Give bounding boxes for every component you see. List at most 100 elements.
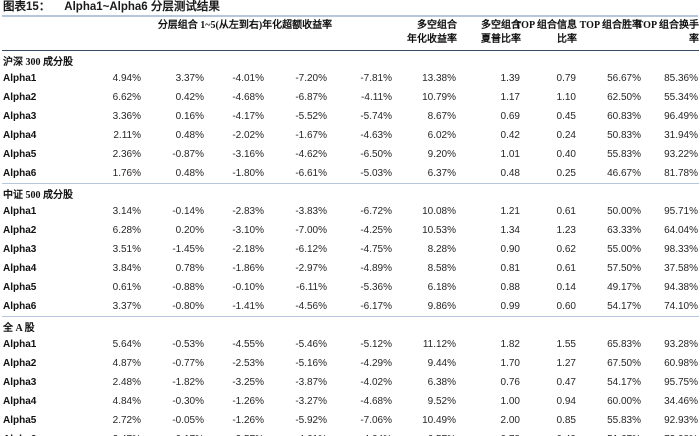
- table-cell: 0.25: [556, 168, 576, 179]
- table-cell: 0.69: [500, 111, 520, 122]
- row-label: Alpha5: [3, 415, 37, 426]
- table-cell: -6.11%: [296, 282, 327, 293]
- table-cell: 95.71%: [664, 206, 698, 217]
- col-header-2: TOP 组合信息 比率: [514, 20, 577, 45]
- col-header-0: 多空组合 年化收益率: [407, 20, 457, 45]
- table-cell: 0.88: [500, 282, 520, 293]
- table-cell: -1.26%: [232, 396, 264, 407]
- table-section: 中证 500 成分股 Alpha1 3.14% -0.14% -2.83% -3.83% -…: [2, 184, 699, 317]
- table-cell: 10.79%: [422, 92, 456, 103]
- table-cell: -4.56%: [295, 301, 327, 312]
- row-label: Alpha4: [3, 263, 37, 274]
- table-cell: 0.81: [500, 263, 520, 274]
- table-cell: -4.11%: [361, 92, 392, 103]
- table-cell: -4.55%: [232, 339, 264, 350]
- table-cell: -3.16%: [232, 149, 264, 160]
- table-cell: -1.86%: [232, 263, 264, 274]
- table-cell: 3.37%: [112, 301, 141, 312]
- table-row: Alpha2 4.87% -0.77% -2.53% -5.16% -4.29% 9.44%…: [2, 354, 699, 373]
- table-cell: -0.88%: [172, 282, 204, 293]
- table-cell: 10.49%: [422, 415, 456, 426]
- figure-number-label: 图表15：: [3, 1, 51, 13]
- table-cell: 55.34%: [664, 92, 698, 103]
- table-cell: 2.47%: [97, 430, 142, 436]
- table-cell: -5.92%: [295, 415, 327, 426]
- table-cell: -7.06%: [360, 415, 392, 426]
- table-cell: -5.36%: [360, 282, 392, 293]
- table-cell: 46.67%: [607, 168, 641, 179]
- table-cell: 2.00: [500, 415, 520, 426]
- table-cell: 60.83%: [607, 111, 641, 122]
- table-cell: 85.36%: [664, 73, 698, 84]
- table-cell: 0.16%: [175, 111, 204, 122]
- table-cell: 1.55: [556, 339, 576, 350]
- table-cell: -4.02%: [360, 377, 392, 388]
- table-cell: 6.28%: [112, 225, 141, 236]
- table-cell: -0.80%: [172, 301, 204, 312]
- table-cell: 4.94%: [112, 73, 141, 84]
- table-cell: 1.70: [500, 358, 520, 369]
- table-cell: 55.83%: [607, 149, 641, 160]
- table-cell: -2.57%: [205, 430, 265, 436]
- table-cell: 10.53%: [422, 225, 456, 236]
- table-cell: 67.50%: [607, 358, 641, 369]
- table-cell: 62.50%: [607, 92, 641, 103]
- table-cell: -3.87%: [295, 377, 327, 388]
- table-section: 全 A 股 Alpha1 5.64% -0.53% -4.55% -5.46% -5.12%…: [2, 317, 699, 436]
- table-cell: 2.36%: [112, 149, 141, 160]
- table-cell: 2.48%: [112, 377, 141, 388]
- table-cell: -4.62%: [295, 149, 327, 160]
- table-cell: 9.44%: [427, 358, 456, 369]
- table-cell: 10.08%: [422, 206, 456, 217]
- table-cell: 81.78%: [664, 168, 698, 179]
- table-cell: 74.10%: [664, 301, 698, 312]
- table-cell: 50.00%: [607, 206, 641, 217]
- row-label: Alpha6: [2, 430, 97, 436]
- table-cell: 0.94: [556, 396, 576, 407]
- table-cell: 0.90: [500, 244, 520, 255]
- table-cell: 4.87%: [112, 358, 141, 369]
- table-row: Alpha5 0.61% -0.88% -0.10% -6.11% -5.36% 6.18%…: [2, 278, 699, 297]
- table-cell: 6.02%: [427, 130, 456, 141]
- table-row: Alpha4 3.84% 0.78% -1.86% -2.97% -4.89% 8.58% 0…: [2, 259, 699, 278]
- table-cell: -4.17%: [232, 111, 264, 122]
- table-cell: 64.04%: [664, 225, 698, 236]
- col-header-4: TOP 组合换手率: [636, 20, 699, 45]
- table-cell: -5.52%: [295, 111, 327, 122]
- row-label: Alpha4: [3, 130, 37, 141]
- table-cell: 55.00%: [607, 244, 641, 255]
- table-cell: 60.98%: [664, 358, 698, 369]
- table-cell: -6.87%: [295, 92, 327, 103]
- table-row: Alpha3 3.36% 0.16% -4.17% -5.52% -5.74% 8.67% 0…: [2, 107, 699, 126]
- table-cell: -1.82%: [172, 377, 204, 388]
- table-cell: -5.74%: [360, 111, 392, 122]
- table-cell: -4.68%: [360, 396, 392, 407]
- figure-title-text: Alpha1~Alpha6 分层测试结果: [64, 1, 220, 13]
- table-cell: 0.47: [556, 377, 576, 388]
- table-cell: 37.58%: [664, 263, 698, 274]
- table-cell: -1.67%: [295, 130, 327, 141]
- section-name: 沪深 300 成分股: [3, 56, 73, 68]
- section-name: 全 A 股: [3, 322, 35, 334]
- table-cell: 98.33%: [664, 244, 698, 255]
- table-cell: -5.46%: [295, 339, 327, 350]
- table-cell: -0.87%: [172, 149, 204, 160]
- table-row: Alpha6 1.76% 0.48% -1.80% -6.61% -5.03% 6.37% 0…: [2, 164, 699, 184]
- table-cell: -4.89%: [360, 263, 392, 274]
- table-cell: 6.18%: [427, 282, 456, 293]
- table-cell: 94.38%: [664, 282, 698, 293]
- table-cell: 0.85: [556, 415, 576, 426]
- row-label: Alpha6: [3, 301, 37, 312]
- table-cell: 0.24: [556, 130, 576, 141]
- row-label: Alpha3: [3, 377, 37, 388]
- row-label: Alpha5: [3, 282, 37, 293]
- section-name: 中证 500 成分股: [3, 189, 73, 201]
- table-cell: 0.78%: [175, 263, 204, 274]
- row-label: Alpha2: [3, 225, 37, 236]
- table-cell: -2.83%: [232, 206, 264, 217]
- section-header-row: 中证 500 成分股: [2, 184, 699, 203]
- table-row: Alpha6 3.37% -0.80% -1.41% -4.56% -6.17% 9.86%…: [2, 297, 699, 317]
- table-row: Alpha1 4.94% 3.37% -4.01% -7.20% -7.81% 13.38%…: [2, 69, 699, 88]
- table-cell: 0.20%: [175, 225, 204, 236]
- table-cell: 1.82: [500, 339, 520, 350]
